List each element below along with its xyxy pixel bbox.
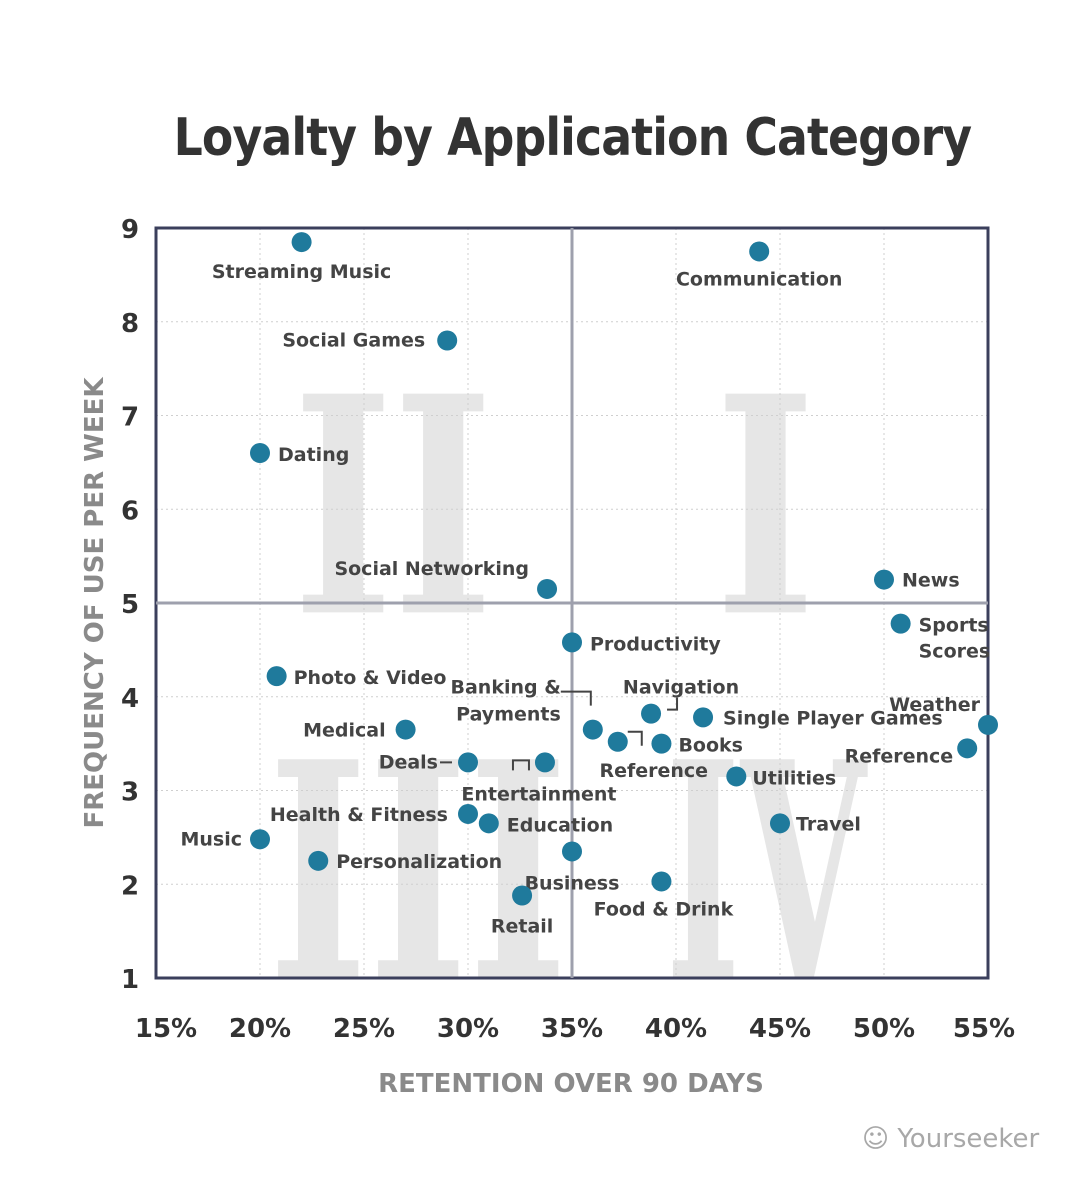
data-label: Navigation: [623, 677, 739, 699]
x-tick-label: 15%: [135, 1014, 197, 1044]
y-tick-label: 5: [121, 590, 139, 620]
data-label: Business: [525, 872, 620, 894]
data-label: Reference: [599, 760, 708, 782]
data-point: [607, 731, 628, 752]
data-point: [978, 714, 998, 735]
y-tick-label: 8: [121, 309, 139, 339]
data-point: [537, 578, 558, 599]
quadrant-label-II: II: [293, 330, 493, 683]
data-point: [478, 813, 499, 834]
data-label: Single Player Games: [723, 707, 943, 729]
y-tick-label: 6: [121, 496, 139, 526]
data-label: Education: [507, 814, 613, 836]
y-tick-label: 1: [121, 965, 139, 995]
x-tick-label: 50%: [853, 1014, 915, 1044]
data-label: News: [902, 570, 960, 592]
data-point: [651, 871, 672, 892]
x-tick-label: 40%: [645, 1014, 707, 1044]
data-label: Personalization: [336, 851, 502, 873]
x-tick-label: 55%: [953, 1014, 1015, 1044]
y-tick-label: 3: [121, 778, 139, 808]
label-leader-line: [560, 690, 592, 706]
data-point: [957, 738, 978, 759]
chart-title: Loyalty by Application Category: [173, 108, 973, 168]
quadrant-label-III: III: [268, 696, 568, 1049]
data-point: [291, 232, 312, 253]
data-label: Banking &: [451, 677, 561, 699]
data-point: [266, 666, 287, 687]
data-label: Books: [678, 735, 743, 757]
data-point: [395, 719, 416, 740]
y-tick-label: 4: [121, 684, 139, 714]
data-point: [250, 443, 270, 463]
data-point: [437, 330, 458, 351]
data-label: Weather: [889, 694, 980, 716]
data-point: [308, 850, 329, 871]
data-label: Productivity: [590, 633, 721, 655]
label-leader-line: [511, 759, 530, 771]
data-label: Photo & Video: [294, 667, 447, 689]
wechat-icon: ☺: [862, 1124, 890, 1154]
data-label: Medical: [303, 720, 386, 742]
data-point: [651, 733, 672, 754]
data-label: Sports: [919, 615, 989, 637]
quadrant-label-I: I: [715, 330, 815, 683]
x-tick-label: 30%: [437, 1014, 499, 1044]
watermark: ☺ Yourseeker: [862, 1124, 1039, 1154]
data-label: Social Networking: [334, 558, 529, 580]
data-point: [641, 703, 662, 724]
data-label: Communication: [676, 268, 842, 290]
y-tick-label: 7: [121, 403, 139, 433]
data-label: Social Games: [282, 330, 425, 352]
x-axis-title: RETENTION OVER 90 DAYS: [378, 1069, 764, 1099]
data-point: [458, 752, 478, 773]
data-label: Retail: [491, 916, 553, 938]
data-label: Scores: [919, 641, 991, 663]
data-point: [693, 707, 714, 728]
data-label: Deals: [379, 751, 438, 773]
data-point: [562, 841, 582, 862]
data-label: Utilities: [752, 767, 836, 789]
x-tick-label: 35%: [541, 1014, 603, 1044]
data-label: Streaming Music: [212, 261, 391, 283]
watermark-text: Yourseeker: [897, 1124, 1040, 1154]
y-axis-title: FREQUENCY OF USE PER WEEK: [80, 377, 110, 829]
data-label: Entertainment: [461, 783, 616, 805]
label-leader-line: [627, 730, 643, 746]
data-point: [582, 719, 603, 740]
data-label: Health & Fitness: [270, 804, 448, 826]
data-point: [890, 613, 911, 634]
data-point: [726, 766, 747, 787]
data-point: [534, 752, 555, 773]
data-label: Travel: [796, 813, 861, 835]
data-point: [749, 241, 770, 262]
data-point: [874, 569, 894, 590]
x-tick-label: 20%: [229, 1014, 291, 1044]
data-point: [512, 885, 533, 906]
x-tick-label: 25%: [333, 1014, 395, 1044]
quadrant-label-IV: IV: [665, 696, 868, 1049]
data-point: [562, 632, 582, 653]
data-point: [458, 803, 478, 824]
data-label: Payments: [456, 704, 561, 726]
data-label: Music: [180, 828, 242, 850]
data-label: Reference: [845, 745, 954, 767]
data-point: [770, 813, 790, 834]
y-tick-label: 2: [121, 871, 139, 901]
data-label: Food & Drink: [594, 898, 734, 920]
y-tick-label: 9: [121, 215, 139, 245]
data-label: Dating: [278, 444, 349, 466]
label-leader-line: [667, 697, 679, 711]
x-tick-label: 45%: [749, 1014, 811, 1044]
data-point: [250, 829, 270, 850]
